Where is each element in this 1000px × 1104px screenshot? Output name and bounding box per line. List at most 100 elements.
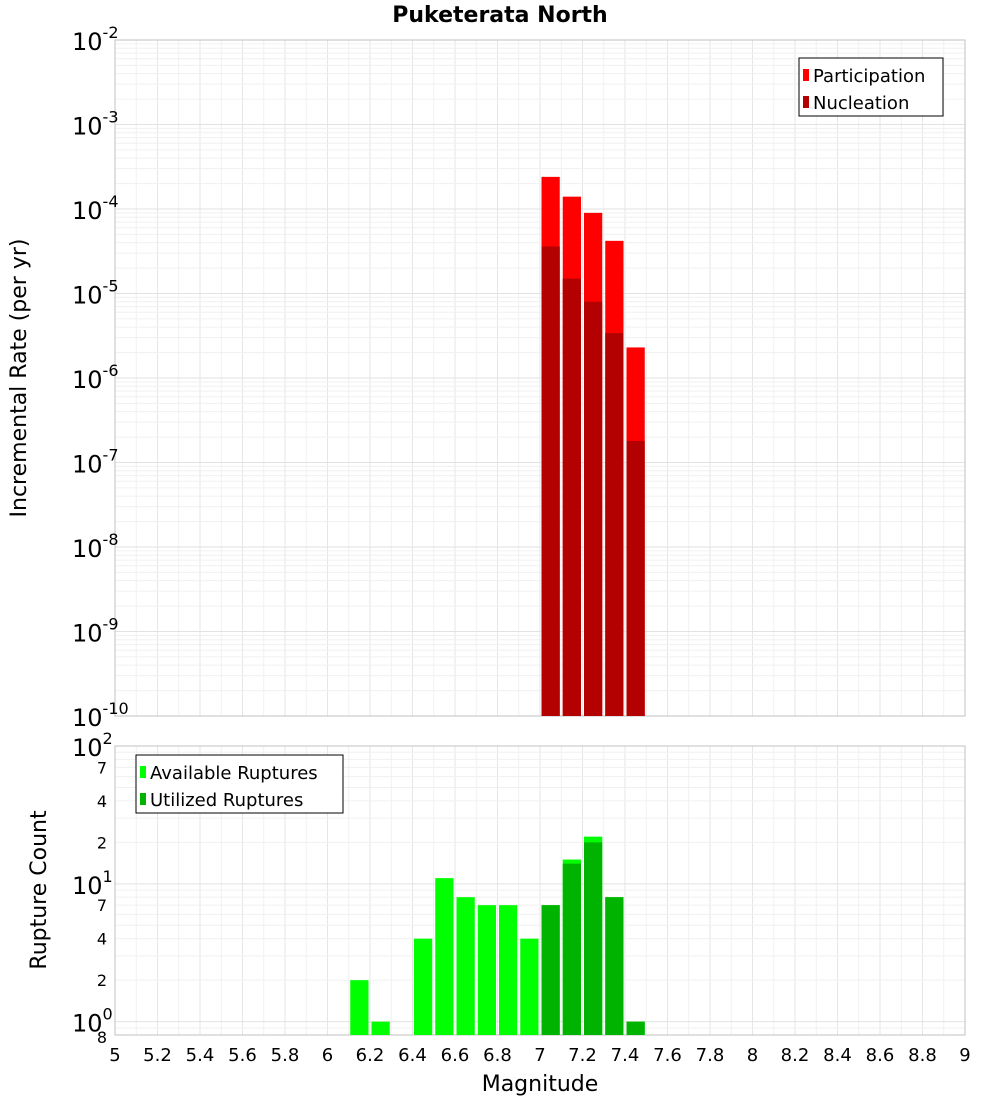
x-tick-label: 5.2 [143, 1045, 172, 1066]
y-tick-label-top: 10-2 [72, 23, 119, 56]
y-tick-base: 10 [72, 620, 103, 648]
x-axis-label: Magnitude [482, 1072, 599, 1097]
bar-available-ruptures [499, 905, 518, 1035]
bar-utilized-ruptures [605, 897, 624, 1035]
y-decade-exponent: 2 [103, 729, 113, 748]
legend-label: Available Ruptures [150, 763, 318, 784]
bar-available-ruptures [371, 1021, 390, 1035]
bar-available-ruptures [456, 897, 475, 1035]
x-tick-label: 6.4 [398, 1045, 427, 1066]
x-tick-label: 8.6 [866, 1045, 895, 1066]
y-axis-label-bottom: Rupture Count [27, 810, 52, 970]
y-decade-exponent: 1 [103, 867, 113, 886]
x-tick-label: 5 [109, 1045, 120, 1066]
y-tick-exponent: -7 [103, 446, 119, 465]
y-tick-exponent: -10 [103, 699, 129, 718]
y-tick-label-bottom: 8 [97, 1028, 107, 1047]
y-decade-label-bottom: 102 [72, 729, 113, 762]
bar-nucleation [562, 278, 581, 716]
x-tick-label: 7.6 [653, 1045, 682, 1066]
y-tick-label-bottom: 2 [97, 833, 107, 852]
y-tick-exponent: -3 [103, 108, 119, 127]
chart-title: Puketerata North [392, 3, 607, 28]
y-tick-exponent: -8 [103, 530, 119, 549]
legend-box [135, 754, 344, 814]
y-tick-exponent: -6 [103, 361, 119, 380]
y-tick-base: 10 [72, 704, 103, 732]
y-tick-label-top: 10-9 [72, 615, 119, 648]
x-tick-label: 5.6 [228, 1045, 257, 1066]
y-tick-exponent: -4 [103, 192, 119, 211]
x-tick-label: 6.8 [483, 1045, 512, 1066]
bar-utilized-ruptures [626, 1021, 645, 1035]
y-axis-label-top: Incremental Rate (per yr) [7, 239, 32, 518]
y-tick-label-top: 10-7 [72, 446, 119, 479]
legend-swatch [140, 766, 146, 778]
bar-nucleation [584, 301, 603, 716]
legend-label: Utilized Ruptures [150, 790, 303, 811]
y-tick-exponent: -2 [103, 23, 119, 42]
y-decade-base: 10 [72, 872, 103, 900]
legend-swatch [803, 96, 809, 108]
y-tick-label-bottom: 7 [97, 896, 107, 915]
y-decade-base: 10 [72, 734, 103, 762]
x-tick-label: 6.6 [441, 1045, 470, 1066]
x-tick-label: 8.4 [823, 1045, 852, 1066]
legend-label: Participation [813, 66, 925, 87]
bar-utilized-ruptures [562, 863, 581, 1035]
plot-frame-1 [114, 39, 966, 717]
bar-available-ruptures [520, 938, 539, 1035]
y-tick-base: 10 [72, 451, 103, 479]
x-tick-label: 7 [534, 1045, 545, 1066]
y-tick-base: 10 [72, 535, 103, 563]
y-tick-label-bottom: 4 [97, 792, 107, 811]
bar-nucleation [541, 246, 560, 716]
y-tick-label-top: 10-5 [72, 277, 119, 310]
x-tick-label: 8.2 [781, 1045, 810, 1066]
x-tick-label: 8.8 [908, 1045, 937, 1066]
bar-nucleation [605, 333, 624, 716]
legend-swatch [803, 69, 809, 81]
y-tick-label-bottom: 4 [97, 930, 107, 949]
x-tick-label: 7.2 [568, 1045, 597, 1066]
legend-label: Nucleation [813, 93, 909, 114]
bar-available-ruptures [477, 905, 496, 1035]
legend-rupture: Available Ruptures Utilized Ruptures [135, 754, 344, 814]
bar-available-ruptures [435, 878, 454, 1035]
x-tick-label: 7.4 [611, 1045, 640, 1066]
legend-swatch [140, 793, 146, 805]
plot-grid-1 [114, 40, 966, 717]
y-decade-base: 10 [72, 1010, 103, 1038]
legend-box [798, 57, 944, 117]
y-tick-label-bottom: 2 [97, 971, 107, 990]
x-tick-label: 6.2 [356, 1045, 385, 1066]
y-tick-exponent: -9 [103, 615, 119, 634]
y-tick-exponent: -5 [103, 277, 119, 296]
y-tick-label-top: 10-3 [72, 108, 119, 141]
x-tick-label: 8 [747, 1045, 758, 1066]
bar-utilized-ruptures [584, 842, 603, 1035]
y-tick-base: 10 [72, 197, 103, 225]
y-decade-label-bottom: 100 [72, 1005, 113, 1038]
plot-frame-2 [114, 745, 966, 1036]
y-tick-base: 10 [72, 282, 103, 310]
bar-available-ruptures [350, 980, 369, 1035]
x-tick-label: 9 [959, 1045, 970, 1066]
y-tick-label-top: 10-4 [72, 192, 119, 225]
y-tick-base: 10 [72, 366, 103, 394]
x-tick-label: 7.8 [696, 1045, 725, 1066]
bar-available-ruptures [414, 938, 433, 1035]
legend-rate: Participation Nucleation [798, 57, 944, 117]
y-tick-label-bottom: 7 [97, 758, 107, 777]
y-tick-label-top: 10-6 [72, 361, 119, 394]
y-decade-exponent: 0 [103, 1005, 113, 1024]
x-tick-label: 6 [322, 1045, 333, 1066]
y-decade-label-bottom: 101 [72, 867, 113, 900]
y-tick-base: 10 [72, 113, 103, 141]
bar-nucleation [626, 440, 645, 716]
y-tick-label-top: 10-10 [72, 699, 129, 732]
y-tick-base: 10 [72, 28, 103, 56]
y-tick-label-top: 10-8 [72, 530, 119, 563]
